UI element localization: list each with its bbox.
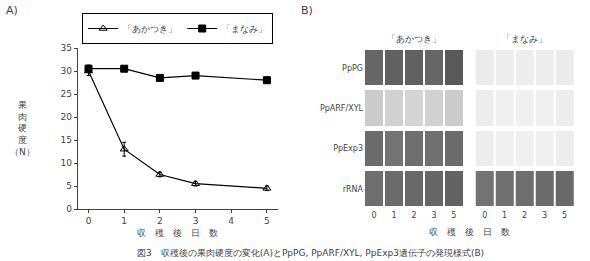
svg-text:3: 3 bbox=[193, 216, 199, 226]
svg-text:果肉硬度（N）: 果肉硬度（N） bbox=[10, 100, 35, 157]
svg-text:5: 5 bbox=[264, 216, 270, 226]
svg-text:B): B) bbox=[301, 4, 313, 17]
svg-text:「まなみ」: 「まなみ」 bbox=[502, 34, 547, 44]
svg-text:5: 5 bbox=[66, 181, 72, 191]
svg-text:3: 3 bbox=[431, 211, 436, 220]
svg-text:0: 0 bbox=[86, 216, 92, 226]
svg-text:5: 5 bbox=[562, 211, 567, 220]
svg-text:2: 2 bbox=[157, 216, 163, 226]
svg-text:0: 0 bbox=[66, 204, 72, 214]
svg-text:10: 10 bbox=[61, 158, 73, 168]
svg-text:PpExp3: PpExp3 bbox=[333, 144, 363, 153]
svg-text:「あかつき」: 「あかつき」 bbox=[123, 24, 177, 34]
svg-text:20: 20 bbox=[61, 112, 73, 122]
svg-text:25: 25 bbox=[61, 89, 72, 99]
svg-text:収 穫 後 日 数: 収 穫 後 日 数 bbox=[137, 228, 218, 238]
svg-text:PpPG: PpPG bbox=[342, 64, 363, 73]
svg-text:0: 0 bbox=[482, 211, 487, 220]
svg-text:A): A) bbox=[6, 4, 18, 17]
svg-text:30: 30 bbox=[61, 66, 73, 76]
svg-text:1: 1 bbox=[502, 211, 507, 220]
svg-text:収 穫 後 日 数: 収 穫 後 日 数 bbox=[429, 227, 510, 237]
svg-text:2: 2 bbox=[411, 211, 416, 220]
svg-text:PpARF/XYL: PpARF/XYL bbox=[320, 104, 364, 113]
svg-text:15: 15 bbox=[61, 135, 72, 145]
svg-text:1: 1 bbox=[391, 211, 396, 220]
svg-text:図3 収穫後の果肉硬度の変化(A)とPpPG, PpARF/: 図3 収穫後の果肉硬度の変化(A)とPpPG, PpARF/XYL, PpExp… bbox=[137, 248, 484, 258]
svg-text:5: 5 bbox=[451, 211, 456, 220]
svg-text:4: 4 bbox=[228, 216, 234, 226]
svg-text:2: 2 bbox=[522, 211, 527, 220]
svg-text:「あかつき」: 「あかつき」 bbox=[387, 34, 441, 44]
svg-text:1: 1 bbox=[121, 216, 127, 226]
svg-text:0: 0 bbox=[371, 211, 376, 220]
svg-text:「まなみ」: 「まなみ」 bbox=[222, 24, 267, 34]
svg-text:35: 35 bbox=[61, 43, 72, 53]
svg-text:rRNA: rRNA bbox=[343, 185, 364, 194]
svg-text:3: 3 bbox=[542, 211, 547, 220]
